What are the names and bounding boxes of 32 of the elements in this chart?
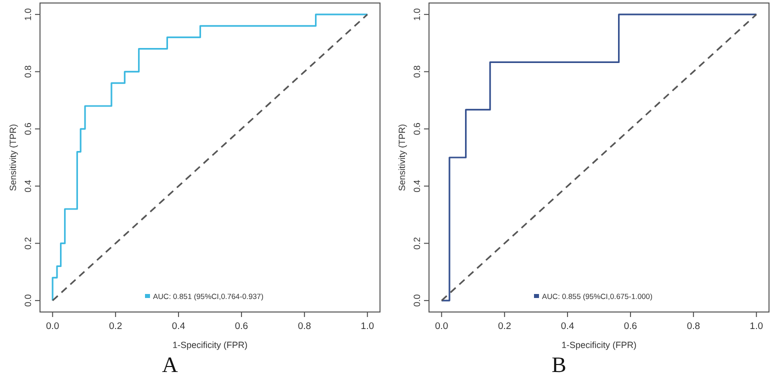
y-tick-label: 0.4 — [23, 180, 33, 192]
x-tick-label: 0.6 — [624, 321, 638, 332]
x-tick-label: 0.4 — [172, 321, 186, 332]
y-tick-label: 0.6 — [23, 122, 33, 136]
x-tick-label: 0.0 — [434, 321, 448, 332]
x-tick-label: 0.2 — [498, 321, 512, 332]
y-tick-label: 0.0 — [23, 294, 33, 307]
x-tick-label: 0.4 — [560, 321, 574, 332]
y-tick-label: 0.8 — [23, 65, 33, 78]
y-tick-label: 0.6 — [412, 122, 422, 136]
y-tick-label: 0.8 — [412, 65, 422, 78]
x-tick-label: 1.0 — [750, 321, 764, 332]
y-tick-label: 0.0 — [412, 294, 422, 307]
y-axis-title: Sensitivity (TPR) — [397, 124, 407, 192]
x-axis-title: 1-Specificity (FPR) — [561, 340, 637, 350]
line-series — [440, 14, 758, 302]
line-series — [52, 14, 368, 302]
x-tick-label: 0.0 — [46, 321, 60, 332]
y-tick-label: 0.2 — [23, 237, 33, 250]
x-tick-label: 0.6 — [234, 321, 248, 332]
text: A — [162, 352, 178, 377]
y-axis-title: Sensitivity (TPR) — [8, 124, 18, 192]
y-tick-label: 0.4 — [412, 180, 422, 192]
x-tick-label: 0.8 — [298, 321, 312, 332]
y-tick-label: 0.2 — [412, 237, 422, 250]
y-tick-label: 1.0 — [412, 8, 422, 21]
text: B — [552, 352, 566, 377]
x-tick-label: 1.0 — [360, 321, 374, 332]
x-tick-label: 0.8 — [686, 321, 700, 332]
x-axis-title: 1-Specificity (FPR) — [172, 340, 248, 350]
y-tick-label: 1.0 — [23, 8, 33, 21]
x-tick-label: 0.2 — [108, 321, 122, 332]
